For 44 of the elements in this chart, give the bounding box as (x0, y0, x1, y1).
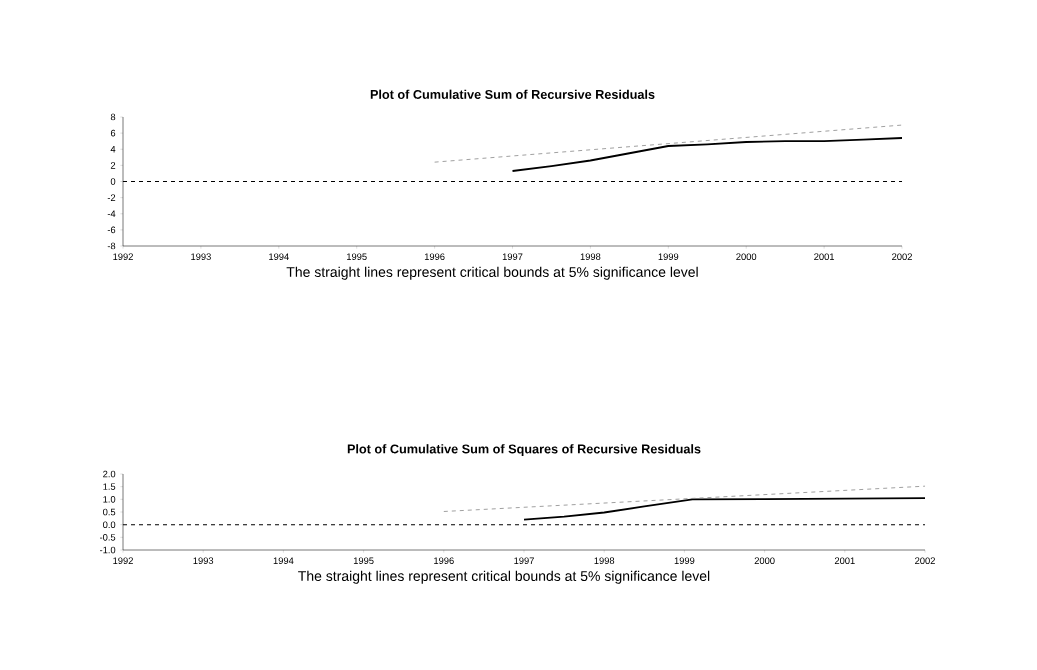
x-tick-label: 2002 (892, 253, 912, 260)
x-tick-label: 1993 (191, 253, 211, 260)
chart-title: Plot of Cumulative Sum of Squares of Recursive Residuals (347, 444, 701, 456)
x-tick-label: 2001 (834, 557, 855, 564)
y-tick-label: 4 (110, 146, 116, 153)
x-tick-label: 1999 (674, 557, 695, 564)
x-tick-label: 2000 (754, 557, 775, 564)
x-tick-label: 1998 (594, 557, 615, 564)
y-tick-label: -0.5 (99, 534, 116, 541)
x-tick-label: 1999 (658, 253, 679, 260)
y-tick-label: 6 (110, 129, 116, 137)
x-tick-label: 1992 (113, 557, 133, 564)
y-tick-label: -2 (107, 194, 116, 201)
x-tick-label: 1997 (502, 253, 523, 260)
y-tick-label: -1.0 (99, 546, 116, 554)
y-tick-label: 0 (110, 178, 116, 185)
y-tick-label: 2 (110, 162, 116, 169)
x-tick-label: 1995 (347, 253, 367, 260)
text: The straight lines represent critical bounds at 5% significance level (298, 570, 710, 584)
y-tick-label: 8 (110, 113, 116, 121)
y-tick-label: -8 (107, 242, 116, 250)
y-tick-label: 0.5 (103, 508, 116, 516)
x-tick-label: 1993 (193, 557, 214, 564)
y-tick-label: 0.0 (103, 521, 116, 528)
text: The straight lines represent critical bounds at 5% significance level (286, 266, 698, 280)
y-tick-label: 2.0 (103, 470, 116, 478)
x-tick-label: 1994 (273, 557, 294, 564)
x-tick-label: 1996 (424, 253, 445, 260)
chart-title: Plot of Cumulative Sum of Recursive Residuals (370, 89, 655, 99)
x-tick-label: 1992 (113, 253, 133, 260)
line-series (511, 137, 903, 172)
x-tick-label: 1998 (580, 253, 601, 260)
x-tick-label: 2001 (814, 253, 835, 260)
y-tick-label: 1.5 (103, 483, 116, 490)
x-tick-label: 1997 (514, 557, 534, 564)
x-tick-label: 2002 (915, 557, 935, 564)
x-tick-label: 1995 (353, 557, 374, 564)
x-tick-label: 1994 (269, 253, 289, 260)
x-tick-label: 2000 (736, 253, 757, 260)
y-tick-label: -4 (107, 210, 116, 217)
x-tick-label: 1996 (434, 557, 454, 564)
line-series (523, 497, 926, 521)
y-tick-label: 1.0 (103, 496, 116, 503)
y-tick-label: -6 (107, 226, 116, 234)
